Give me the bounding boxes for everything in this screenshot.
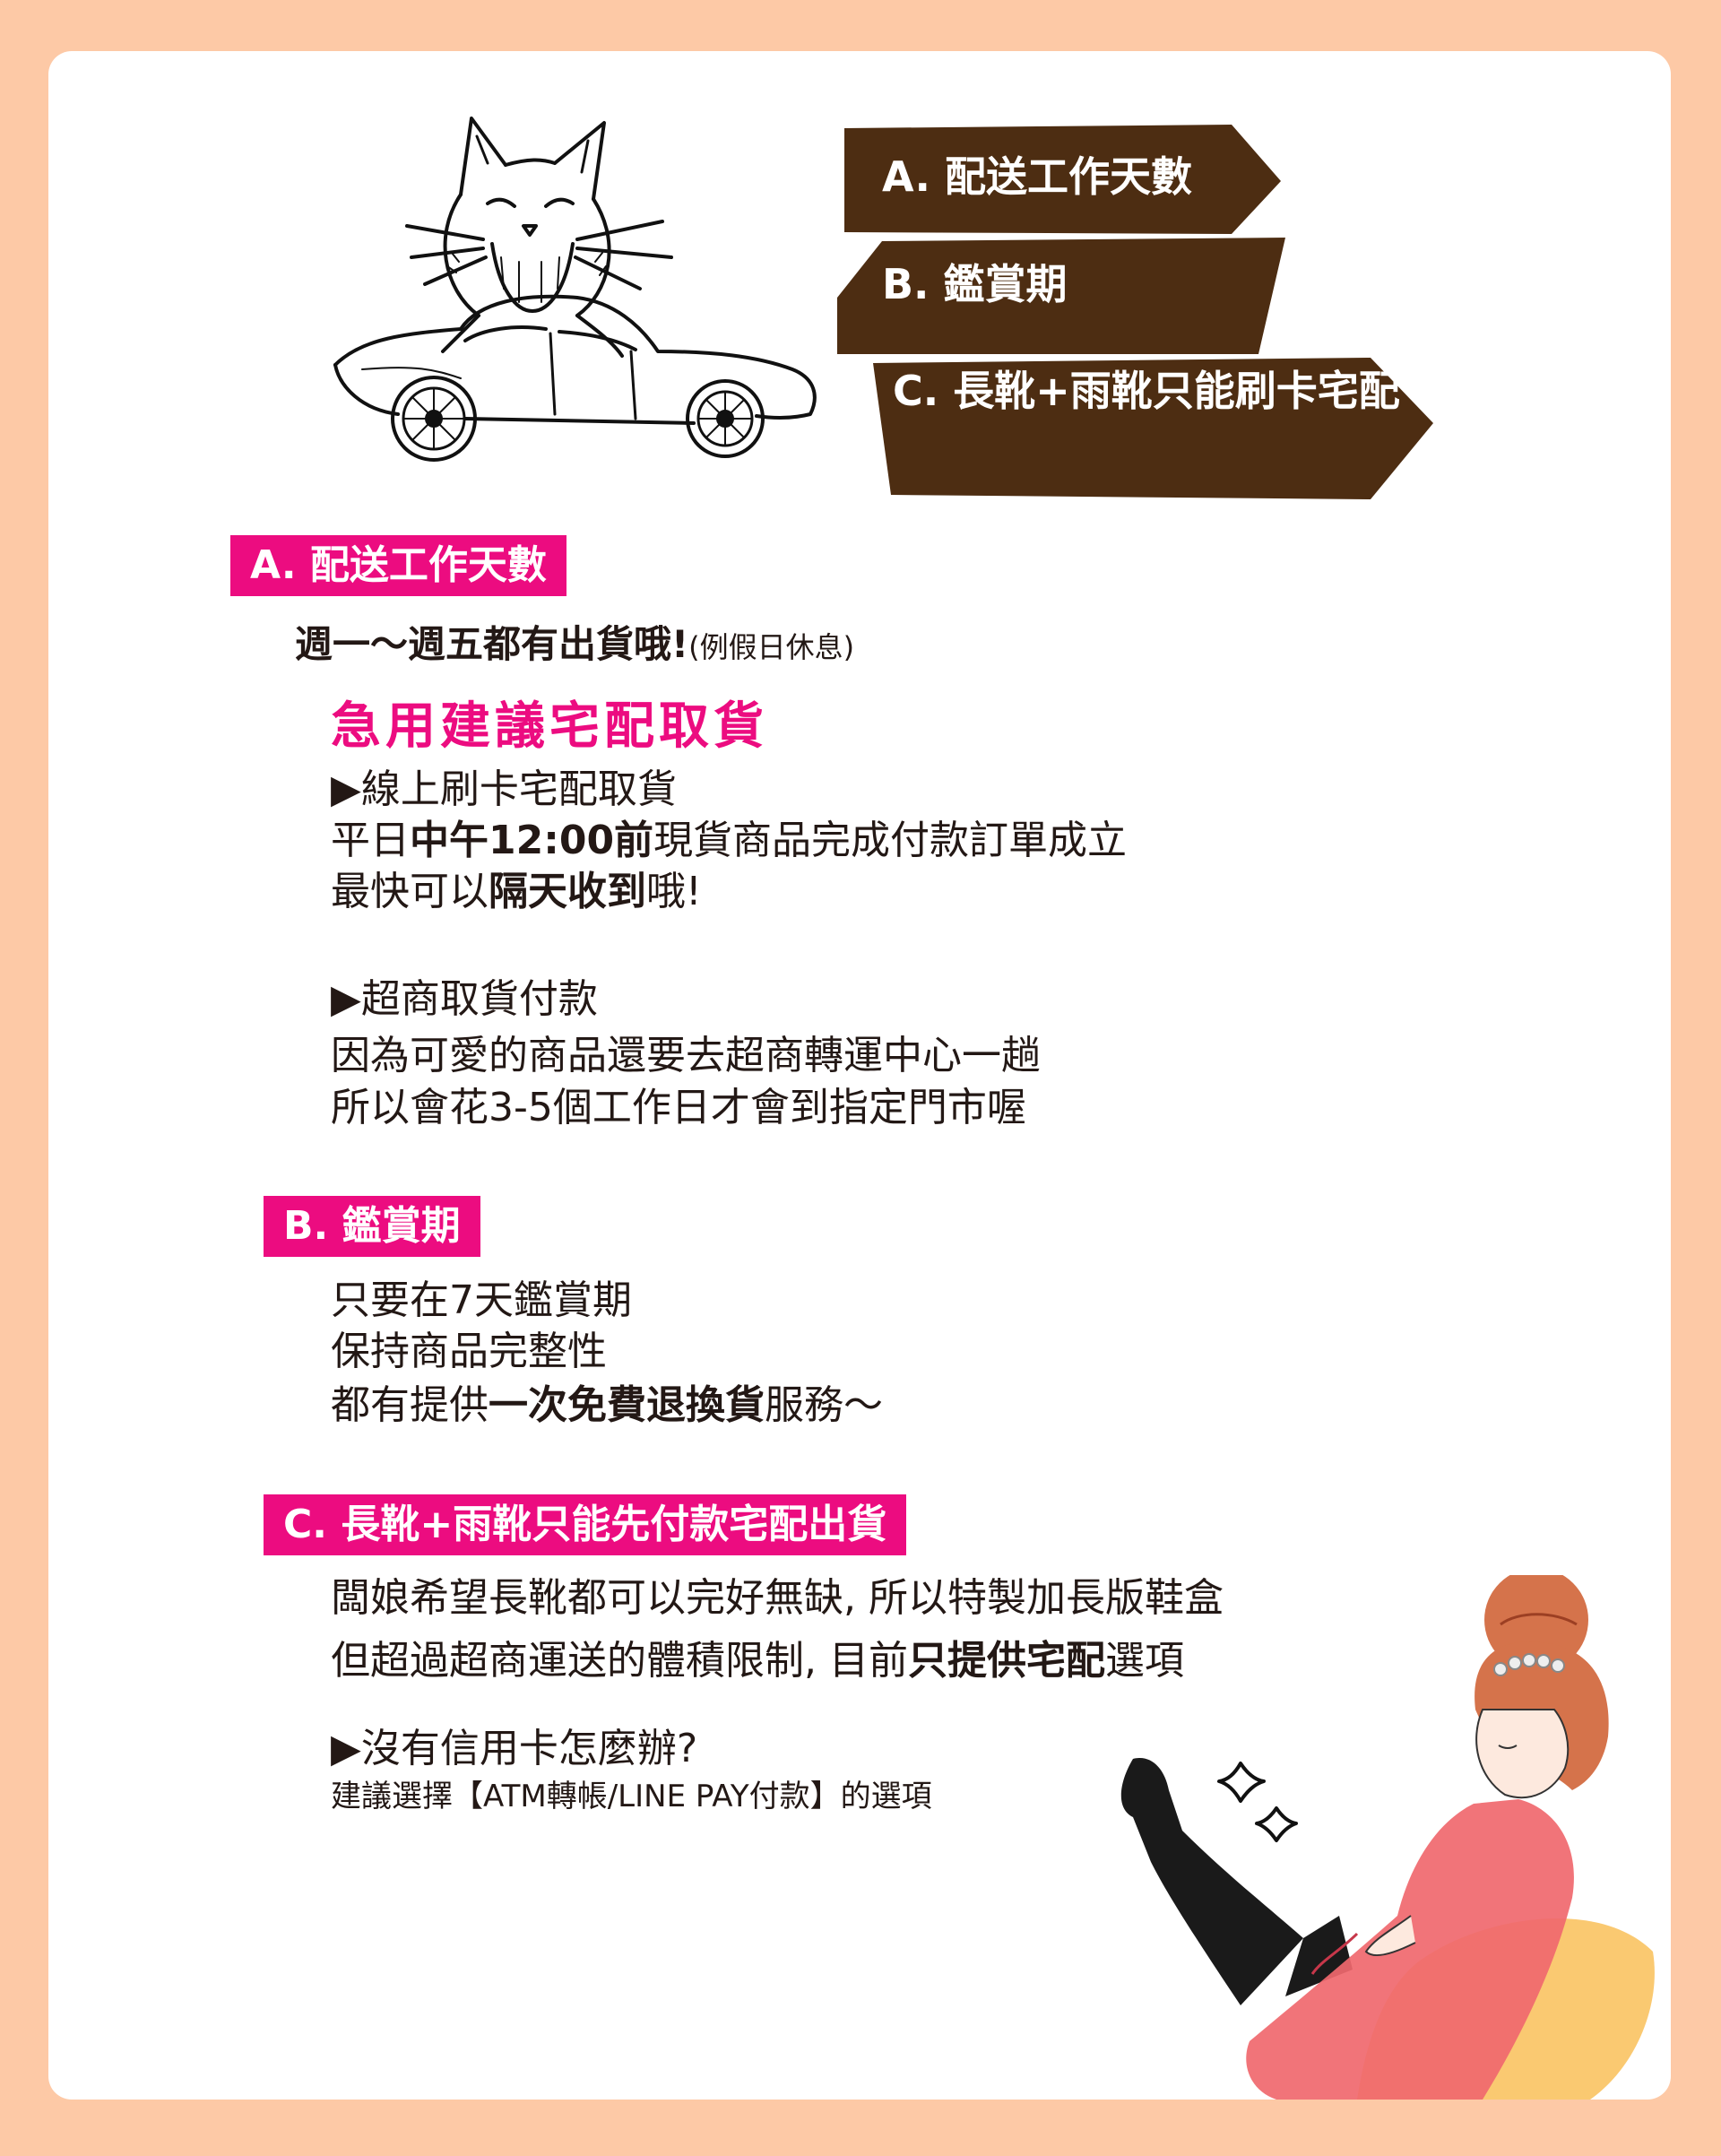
home-delivery-line2: 最快可以隔天收到哦! xyxy=(331,869,702,914)
section-a-tag: A. 配送工作天數 xyxy=(230,535,566,596)
section-c-tag: C. 長靴+雨靴只能先付款宅配出貨 xyxy=(264,1494,907,1555)
intro-bold: 週一～週五都有出貨哦! xyxy=(295,622,689,666)
section-a-intro: 週一～週五都有出貨哦!(例假日休息) xyxy=(295,622,854,667)
faq-title: ▶沒有信用卡怎麼辦? xyxy=(331,1726,698,1771)
intro-note: (例假日休息) xyxy=(688,630,855,664)
faq-answer: 建議選擇【ATM轉帳/LINE PAY付款】的選項 xyxy=(331,1779,932,1814)
section-b-line1: 只要在7天鑑賞期 xyxy=(331,1277,632,1323)
section-b-tag: B. 鑑賞期 xyxy=(264,1196,480,1257)
section-a-headline: 急用建議宅配取貨 xyxy=(331,697,768,756)
banner-a-label: A. 配送工作天數 xyxy=(882,152,1192,201)
home-delivery-line1: 平日中午12:00前現貨商品完成付款訂單成立 xyxy=(331,818,1128,863)
sparkle-icon xyxy=(1217,1762,1298,1842)
banner-c-label: C. 長靴+雨靴只能刷卡宅配 xyxy=(893,367,1400,415)
section-c-line1: 闆娘希望長靴都可以完好無缺, 所以特製加長版鞋盒 xyxy=(331,1575,1224,1621)
section-b-line3: 都有提供一次免費退換貨服務～ xyxy=(331,1382,883,1428)
banner-b-shape xyxy=(837,238,1285,354)
cat-driving-car-illustration xyxy=(333,117,817,462)
store-pickup-line1: 因為可愛的商品還要去超商轉運中心一趟 xyxy=(331,1033,1041,1078)
woman-with-boot-illustration xyxy=(1120,1575,1655,2100)
store-pickup-line2: 所以會花3-5個工作日才會到指定門市喔 xyxy=(331,1085,1026,1130)
banner-a-shape xyxy=(844,125,1281,234)
store-pickup-title: ▶超商取貨付款 xyxy=(331,976,598,1022)
banner-b-label: B. 鑑賞期 xyxy=(882,260,1068,308)
section-b-line2: 保持商品完整性 xyxy=(331,1329,607,1374)
content-card: A. 配送工作天數 B. 鑑賞期 C. 長靴+雨靴只能刷卡宅配 A. 配送工作天… xyxy=(48,51,1671,2100)
banner-c-shape xyxy=(873,358,1433,499)
home-delivery-title: ▶線上刷卡宅配取貨 xyxy=(331,766,677,812)
section-c-line2: 但超過超商運送的體積限制, 目前只提供宅配選項 xyxy=(331,1638,1184,1684)
banner-arrows xyxy=(837,125,1433,499)
